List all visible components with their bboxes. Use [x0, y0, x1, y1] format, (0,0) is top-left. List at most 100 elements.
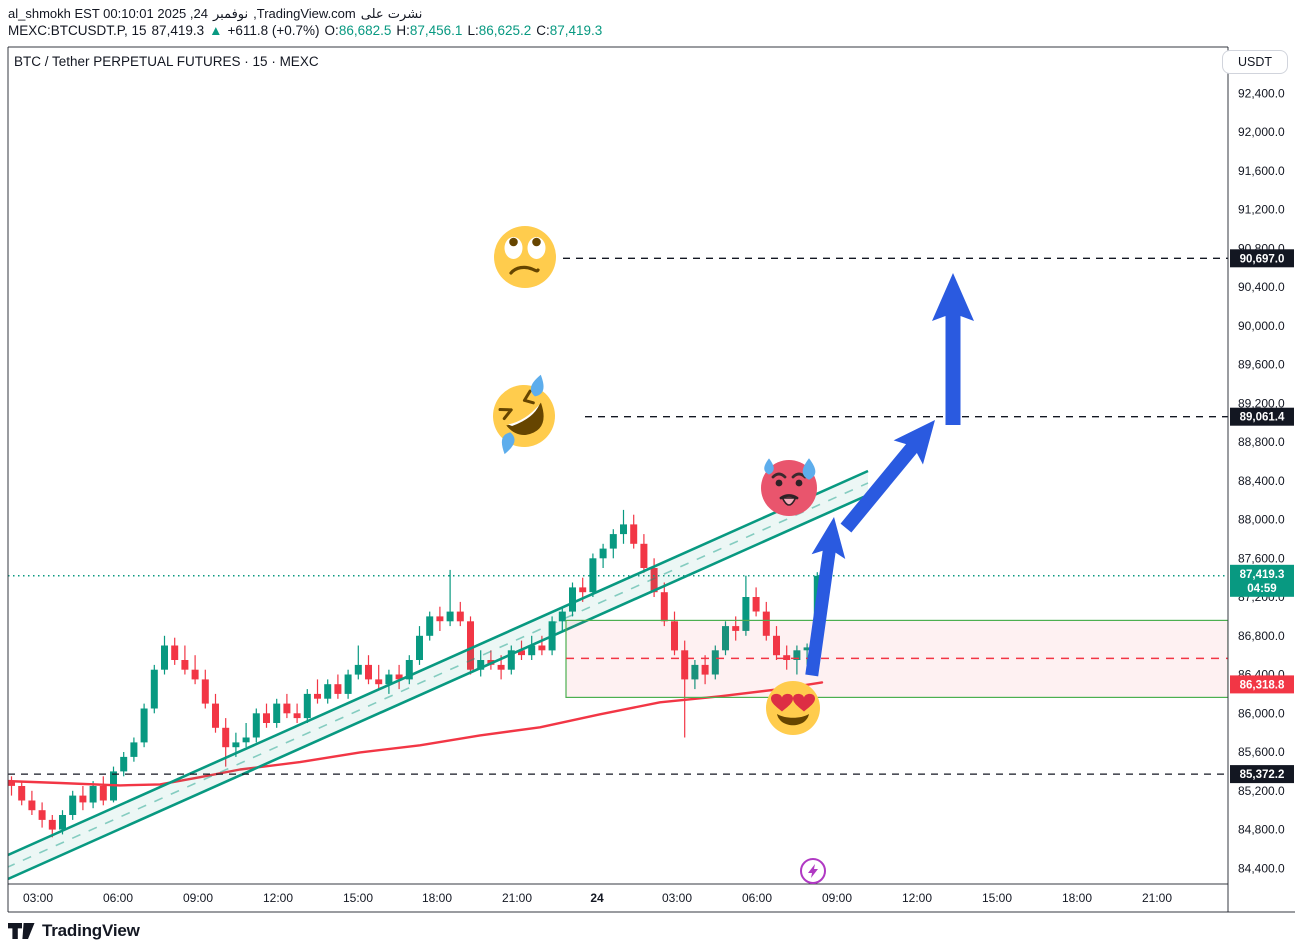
candle-body [140, 708, 148, 743]
candle-body [385, 674, 393, 685]
price-tick-label: 89,200.0 [1238, 396, 1285, 410]
byline-site: ,TradingView.com [253, 6, 356, 21]
price-tick-label: 89,600.0 [1238, 358, 1285, 372]
face-with-rolling-eyes-emoji[interactable] [494, 226, 556, 288]
chart-pane[interactable] [0, 257, 1228, 887]
candle-body [426, 616, 434, 636]
candle-body [722, 626, 729, 651]
candle-body [212, 703, 219, 728]
time-tick-label: 24 [590, 891, 604, 905]
moving-average-line[interactable] [8, 681, 824, 787]
time-tick-label: 09:00 [822, 891, 852, 905]
candle-body [681, 650, 689, 680]
up-arrow-drawing[interactable] [831, 408, 949, 540]
legend-low: L:86,625.2 [467, 23, 532, 38]
horizontal-level-lines[interactable] [8, 257, 1228, 775]
candle-body [222, 727, 230, 748]
channel-lower-line[interactable] [0, 493, 869, 887]
parallel-channel-drawing[interactable] [0, 469, 869, 887]
zone-box-drawing[interactable] [565, 619, 1228, 699]
candle-body [191, 669, 199, 680]
bar-countdown: 04:59 [1247, 583, 1276, 595]
legend-close: C:87,419.3 [536, 23, 603, 38]
level-price-pill [1230, 249, 1294, 268]
candle-body [354, 664, 362, 675]
up-arrow-drawing[interactable] [932, 273, 974, 425]
candle-body [161, 645, 168, 670]
candle-body [456, 611, 464, 622]
candle-body [38, 810, 46, 820]
candle-body [8, 781, 15, 786]
candle-body [671, 621, 678, 651]
ma-price-pill [1230, 675, 1294, 694]
byline-month: نوفمبر [212, 7, 249, 22]
price-tick-label: 88,800.0 [1238, 435, 1285, 449]
candle-body [620, 524, 627, 535]
candle-body [691, 664, 699, 680]
last-price-pill [1230, 564, 1294, 597]
candle-body [334, 684, 342, 694]
time-tick-label: 03:00 [662, 891, 692, 905]
candle-body [130, 742, 138, 757]
candle-body [405, 660, 413, 680]
level-price-pill [1230, 765, 1294, 784]
channel-fill [8, 471, 868, 879]
candle-body [467, 621, 474, 670]
price-tick-label: 90,400.0 [1238, 280, 1285, 294]
candle-body [344, 674, 352, 694]
candle-body [181, 660, 189, 670]
candle-body [507, 650, 515, 670]
price-tick-label: 90,000.0 [1238, 319, 1285, 333]
candle-body [18, 786, 26, 801]
candle-body [150, 669, 158, 709]
time-tick-label: 06:00 [103, 891, 133, 905]
candle-body [99, 786, 107, 801]
candle-body [569, 587, 576, 612]
currency-unit-button[interactable]: USDT [1222, 50, 1288, 74]
candle-body [120, 756, 128, 772]
candle-body [283, 703, 291, 714]
candle-body [752, 597, 760, 612]
hot-face-emoji[interactable] [761, 458, 817, 516]
candle-body [711, 650, 719, 675]
tradingview-logo[interactable]: TradingView [8, 921, 140, 941]
level-price-pill [1230, 407, 1294, 426]
legend-high: H:87,456.1 [396, 23, 463, 38]
candle-body [446, 611, 454, 622]
tradingview-wordmark: TradingView [42, 921, 140, 940]
candle-body [416, 635, 423, 660]
price-tick-label: 92,400.0 [1238, 86, 1285, 100]
tradingview-mark-icon [8, 923, 35, 939]
candle-body [303, 693, 311, 719]
publish-byline: al_shmokh EST 00:10:01 2025 ,24 نوفمبر ,… [8, 6, 422, 22]
candle-body [48, 819, 56, 830]
candle-body [589, 558, 597, 593]
level-price-pill-text: 90,697.0 [1240, 253, 1285, 265]
rofl-emoji[interactable] [475, 369, 571, 460]
last-price-pill-value: 87,419.3 [1240, 569, 1285, 581]
price-tick-label: 88,000.0 [1238, 513, 1285, 527]
time-tick-label: 03:00 [23, 891, 53, 905]
pane-borders [7, 46, 1295, 913]
price-tick-label: 91,200.0 [1238, 203, 1285, 217]
time-tick-label: 06:00 [742, 891, 772, 905]
chart-title: BTC / Tether PERPETUAL FUTURES · 15 · ME… [14, 54, 319, 69]
price-tick-label: 91,600.0 [1238, 164, 1285, 178]
candle-body [365, 664, 372, 680]
byline-user-time: al_shmokh EST 00:10:01 2025 ,24 [8, 6, 208, 21]
candle-body [395, 674, 403, 680]
moving-average-overlay[interactable] [8, 681, 824, 787]
flash-icon[interactable] [800, 858, 826, 884]
candle-body [793, 650, 801, 660]
channel-upper-line[interactable] [0, 469, 869, 863]
axis-labels[interactable]: 84,400.0 84,800.0 85,200.0 85,600.0 86,000.0… [23, 86, 1285, 905]
price-label-pills: 90,697.0 89,061.4 85,372.2 86,318.8 87,419.3… [1230, 249, 1294, 784]
up-arrow-drawing[interactable] [795, 515, 851, 678]
time-tick-label: 12:00 [263, 891, 293, 905]
candle-body [518, 650, 525, 656]
arrow-drawings [795, 273, 974, 678]
time-tick-label: 18:00 [1062, 891, 1092, 905]
heart-eyes-emoji[interactable] [766, 681, 820, 735]
